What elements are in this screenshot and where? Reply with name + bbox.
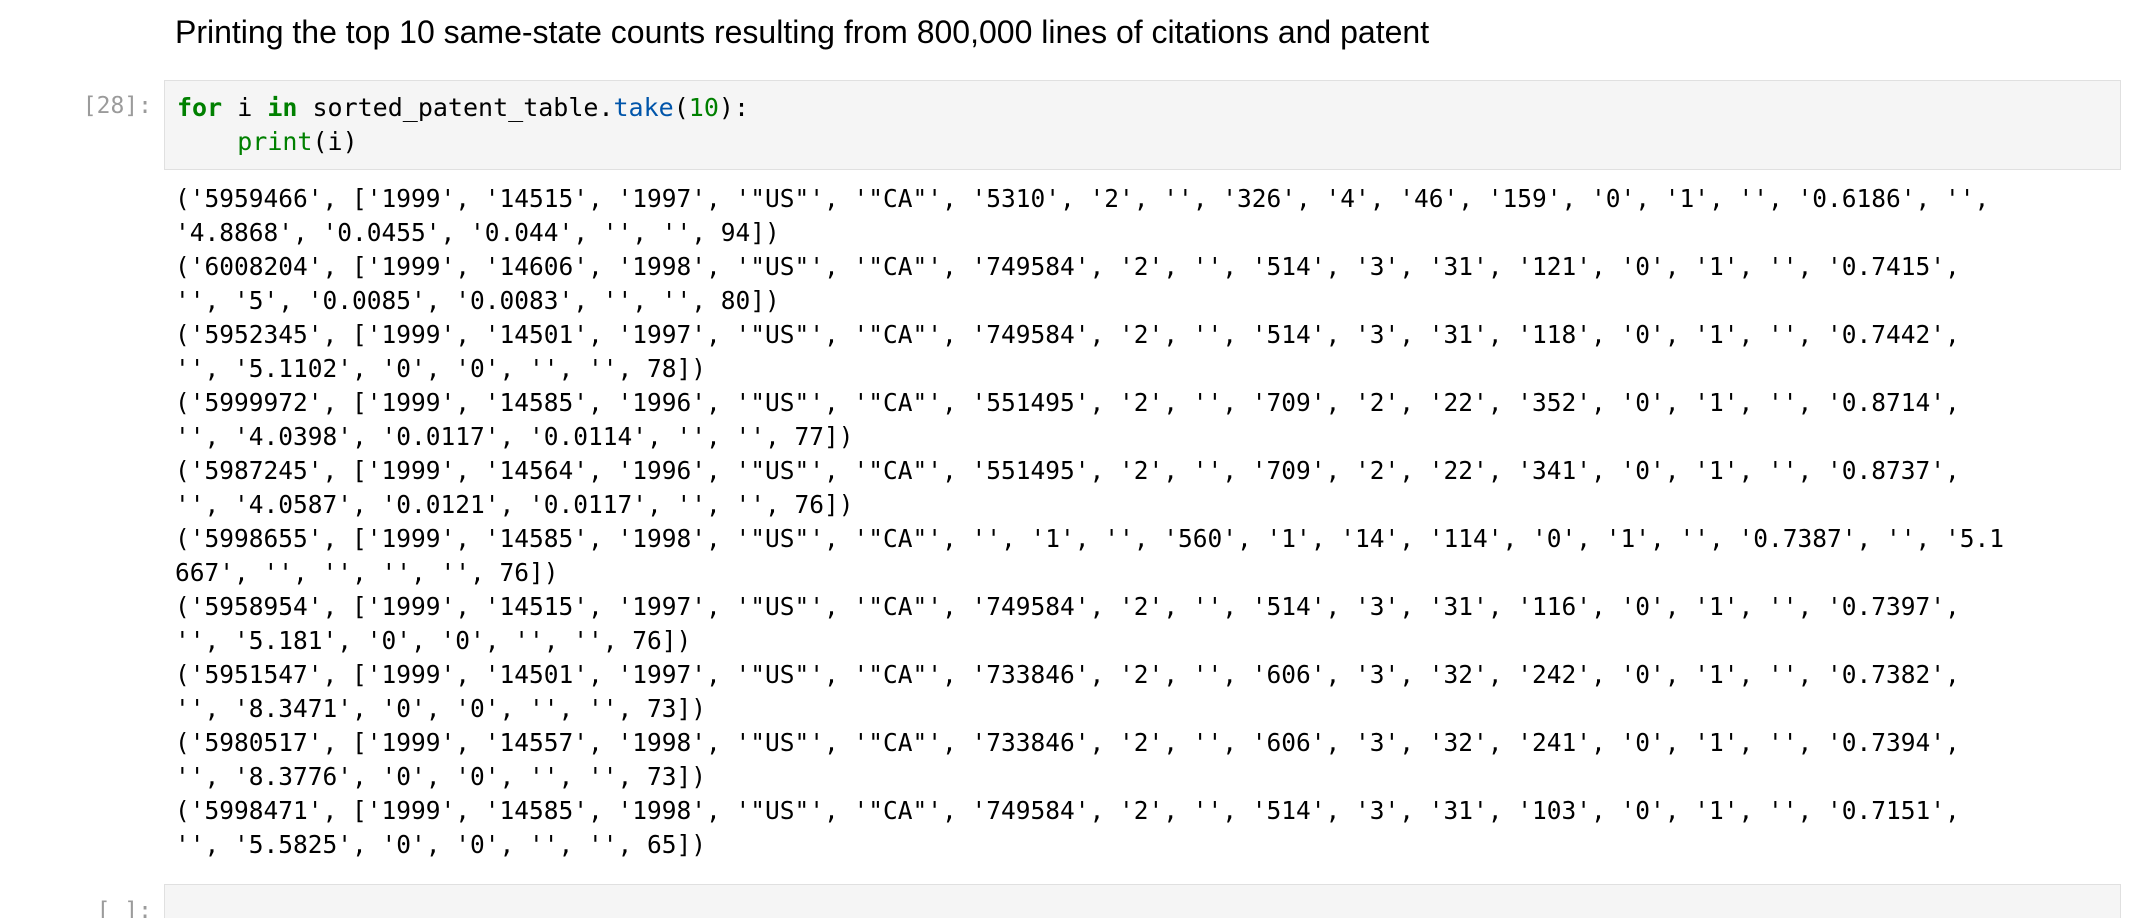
output-line: '', '8.3471', '0', '0', '', '', 73]) [175,692,2115,726]
markdown-cell[interactable]: Printing the top 10 same-state counts re… [175,6,2115,58]
output-line: ('5980517', ['1999', '14557', '1998', '"… [175,726,2115,760]
output-line: ('5958954', ['1999', '14515', '1997', '"… [175,590,2115,624]
code-cell-editor[interactable]: for i in sorted_patent_table.take(10): p… [164,80,2121,170]
output-line: '', '5.181', '0', '0', '', '', 76]) [175,624,2115,658]
output-line: ('6008204', ['1999', '14606', '1998', '"… [175,250,2115,284]
output-line: 667', '', '', '', '', 76]) [175,556,2115,590]
output-line: '', '8.3776', '0', '0', '', '', 73]) [175,760,2115,794]
code-builtin-print: print [237,127,312,156]
cell-execution-count: [28]: [60,93,152,119]
code-paren-close: ): [719,93,749,122]
output-line: ('5959466', ['1999', '14515', '1997', '"… [175,182,2115,216]
output-line: ('5987245', ['1999', '14564', '1996', '"… [175,454,2115,488]
output-line: ('5951547', ['1999', '14501', '1997', '"… [175,658,2115,692]
output-line: '', '5.5825', '0', '0', '', '', 65]) [175,828,2115,862]
empty-code-cell-editor[interactable] [164,884,2121,918]
code-args: (i) [312,127,357,156]
cell-output: ('5959466', ['1999', '14515', '1997', '"… [175,182,2115,862]
output-line: '', '4.0398', '0.0117', '0.0114', '', ''… [175,420,2115,454]
output-line: ('5998655', ['1999', '14585', '1998', '"… [175,522,2115,556]
keyword-for: for [177,93,222,122]
empty-cell-prompt: [ ]: [60,898,152,918]
output-line: '', '5', '0.0085', '0.0083', '', '', 80]… [175,284,2115,318]
code-object: sorted_patent_table. [297,93,613,122]
code-number: 10 [689,93,719,122]
markdown-heading: Printing the top 10 same-state counts re… [175,6,2115,58]
code-paren-open: ( [674,93,689,122]
code-variable: i [222,93,267,122]
output-line: ('5952345', ['1999', '14501', '1997', '"… [175,318,2115,352]
code-method: take [614,93,674,122]
keyword-in: in [267,93,297,122]
output-line: ('5998471', ['1999', '14585', '1998', '"… [175,794,2115,828]
output-line: ('5999972', ['1999', '14585', '1996', '"… [175,386,2115,420]
output-line: '4.8868', '0.0455', '0.044', '', '', 94]… [175,216,2115,250]
code-indent [177,127,237,156]
output-line: '', '4.0587', '0.0121', '0.0117', '', ''… [175,488,2115,522]
output-line: '', '5.1102', '0', '0', '', '', 78]) [175,352,2115,386]
